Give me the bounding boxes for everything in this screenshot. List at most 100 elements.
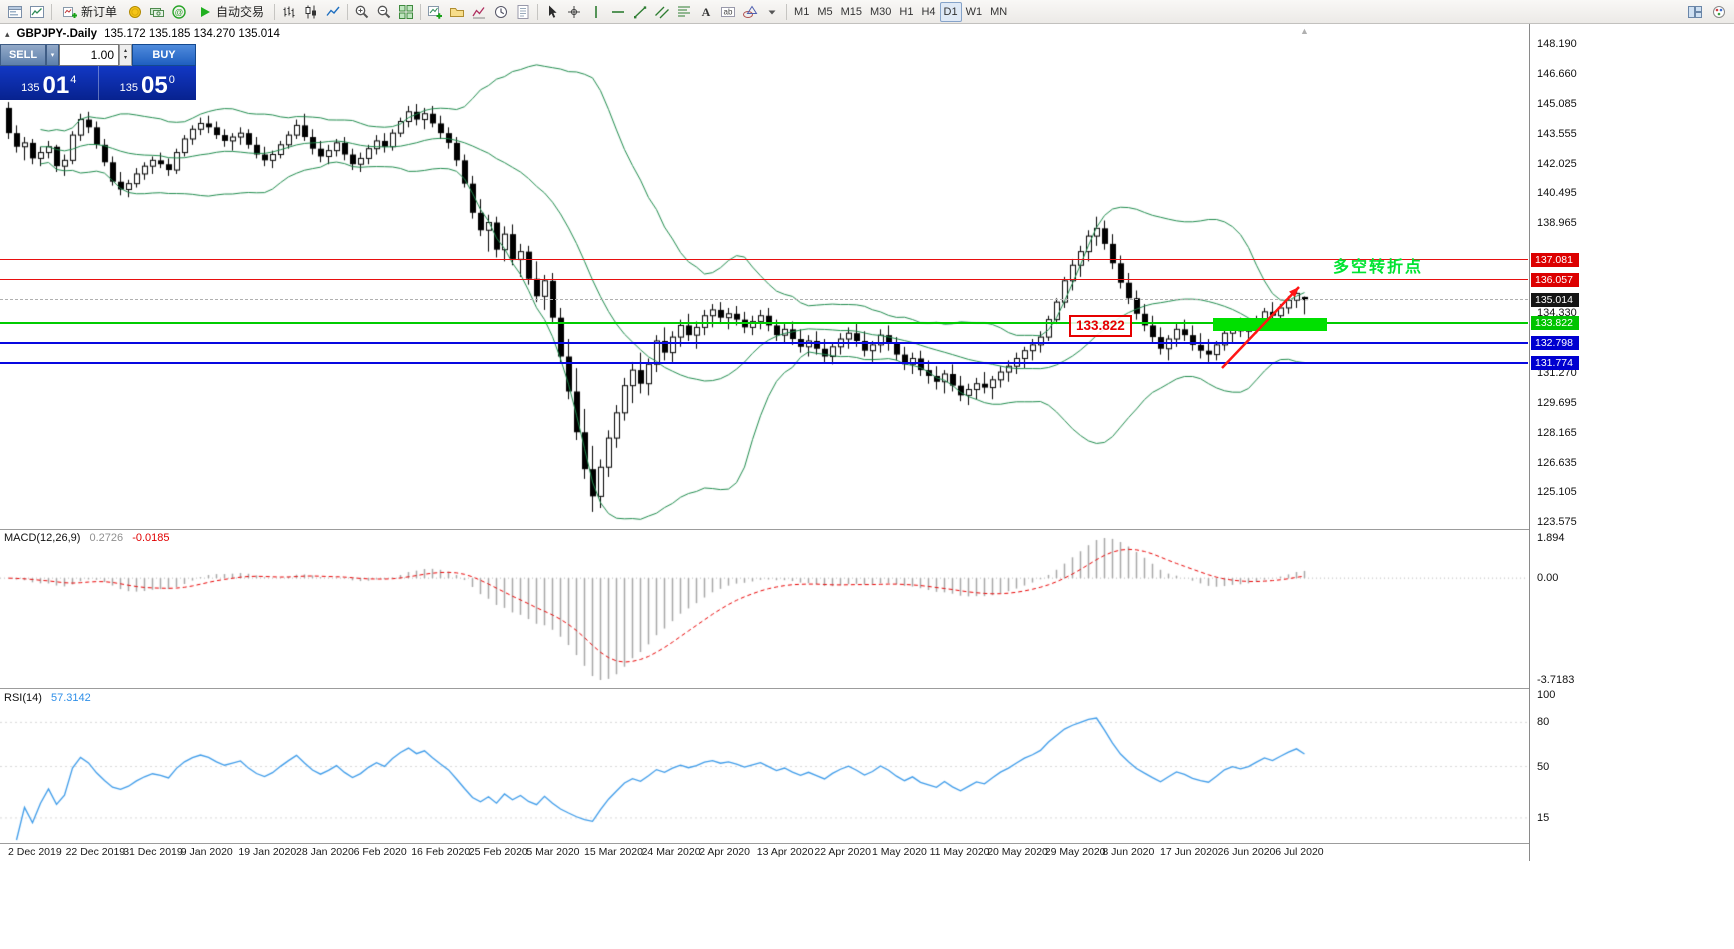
new-order-icon	[63, 6, 77, 18]
gold-icon[interactable]	[124, 2, 146, 22]
toolbar-separator	[537, 3, 539, 20]
sell-price-button[interactable]: 135 01 4	[0, 66, 99, 100]
zoom-out-icon[interactable]	[373, 2, 395, 22]
timeframe-MN-button[interactable]: MN	[990, 5, 1008, 18]
horizontal-line-132.798[interactable]	[0, 341, 1528, 344]
one-click-trading-toggle[interactable]: ▴	[5, 28, 10, 39]
horizontal-line-icon[interactable]	[607, 2, 629, 22]
sell-button[interactable]: SELL	[0, 44, 46, 66]
timeframe-M1-button[interactable]: M1	[794, 5, 810, 18]
autotrade-icon	[201, 6, 211, 17]
annotation-note[interactable]: 多空转折点	[1333, 259, 1424, 276]
new-chart-icon[interactable]	[424, 2, 446, 22]
timeframe-H1-button[interactable]: H1	[899, 5, 914, 18]
price-tick-label: 126.635	[1537, 456, 1577, 469]
panel-separator	[0, 529, 1578, 530]
buy-price-big: 05	[141, 72, 168, 99]
autotrade-button[interactable]: 自动交易	[190, 2, 271, 22]
ohlc-values: 135.172 135.185 134.270 135.014	[104, 28, 280, 40]
vertical-line-icon[interactable]	[585, 2, 607, 22]
timeframe-D1-button[interactable]: D1	[939, 1, 962, 22]
bar-chart-icon[interactable]	[278, 2, 300, 22]
price-chart-canvas[interactable]	[0, 24, 1528, 529]
label-icon[interactable]: ab	[717, 2, 739, 22]
date-tick-label: 22 Apr 2020	[814, 846, 872, 858]
templates-icon	[517, 4, 529, 19]
terminal-window-icon[interactable]	[4, 2, 26, 22]
macd-axis-label: 0.00	[1537, 572, 1559, 585]
horizontal-line-133.822[interactable]	[0, 322, 1528, 325]
macd-name: MACD(12,26,9)	[4, 532, 81, 544]
toolbar-separator	[274, 3, 276, 20]
price-tick-label: 143.555	[1537, 128, 1577, 141]
community-icon[interactable]: @	[168, 2, 190, 22]
window-layout-icon[interactable]	[1684, 2, 1706, 22]
shapes-icon[interactable]	[739, 2, 761, 22]
buy-price-button[interactable]: 135 05 0	[99, 66, 197, 100]
horizontal-line-137.081[interactable]	[0, 259, 1528, 261]
price-tick-label: 128.165	[1537, 426, 1577, 439]
cursor-icon[interactable]	[541, 2, 563, 22]
buy-button[interactable]: BUY	[132, 44, 196, 66]
timeframe-W1-button[interactable]: W1	[965, 5, 983, 18]
horizontal-line-131.774[interactable]	[0, 361, 1528, 364]
caret-down-icon[interactable]	[761, 2, 783, 22]
date-tick-label: 9 Jan 2020	[180, 846, 233, 858]
trade-panel-controls: SELL ▾ ▴ ▾ BUY	[0, 44, 196, 66]
tile-windows-icon[interactable]	[395, 2, 417, 22]
volume-input[interactable]	[59, 44, 119, 66]
chart-shift-marker[interactable]: ▲	[1300, 26, 1309, 36]
rsi-axis-label: 100	[1537, 689, 1556, 701]
horizontal-line-136.057[interactable]	[0, 279, 1528, 281]
channel-icon[interactable]	[651, 2, 673, 22]
candlestick-chart-icon[interactable]	[300, 2, 322, 22]
periods-icon	[495, 5, 508, 18]
timeframe-H4-button[interactable]: H4	[921, 5, 936, 18]
trendline-icon[interactable]	[629, 2, 651, 22]
text-icon[interactable]: A	[695, 2, 717, 22]
date-tick-label: 17 Jun 2020	[1160, 846, 1218, 858]
volume-spinner[interactable]: ▴ ▾	[119, 44, 132, 66]
fibonacci-icon[interactable]	[673, 2, 695, 22]
date-axis[interactable]: 2 Dec 2019 22 Dec 2019 31 Dec 2019 9 Jan 20…	[0, 844, 1528, 860]
templates-icon[interactable]	[512, 2, 534, 22]
spinner-up-icon[interactable]: ▴	[123, 48, 127, 54]
line-chart-icon[interactable]	[322, 2, 344, 22]
crosshair-icon[interactable]	[563, 2, 585, 22]
timeframe-M5-button[interactable]: M5	[817, 5, 833, 18]
spinner-down-icon[interactable]: ▾	[123, 55, 127, 61]
date-tick-label: 15 Mar 2020	[584, 846, 643, 858]
rsi-canvas[interactable]	[0, 690, 1528, 843]
timeframe-M30-button[interactable]: M30	[870, 5, 892, 18]
funds-icon[interactable]	[146, 2, 168, 22]
chart-workspace: ▴ GBPJPY-.Daily 135.172 135.185 134.270 …	[0, 24, 1734, 949]
line-chart-icon	[326, 6, 340, 16]
price-annotation-label[interactable]: 133.822	[1069, 315, 1132, 337]
new-order-button[interactable]: 新订单	[55, 2, 124, 22]
label-icon: ab	[721, 6, 736, 17]
periods-icon[interactable]	[490, 2, 512, 22]
indicators-icon[interactable]	[468, 2, 490, 22]
bar-chart-icon	[283, 6, 295, 17]
shapes-icon	[743, 5, 758, 18]
timeframe-M15-button[interactable]: M15	[840, 5, 862, 18]
price-tick-label: 140.495	[1537, 187, 1577, 200]
profiles-icon[interactable]	[446, 2, 468, 22]
svg-text:A: A	[702, 5, 711, 19]
volume-dropdown-caret[interactable]: ▾	[46, 44, 59, 66]
macd-canvas[interactable]	[0, 530, 1528, 688]
panel-separator	[0, 843, 1578, 844]
charts-window-icon[interactable]	[26, 2, 48, 22]
new-chart-icon	[428, 5, 443, 19]
window-layout-icon	[1688, 5, 1702, 18]
price-axis[interactable]: 148.190 146.660 145.085 143.555 142.025 140.4…	[1529, 24, 1734, 861]
highlight-zone[interactable]	[1213, 318, 1327, 332]
rsi-label: RSI(14) 57.3142	[4, 692, 91, 704]
horizontal-line-135.014[interactable]	[0, 299, 1528, 301]
palette-icon[interactable]	[1708, 2, 1730, 22]
gold-icon	[129, 5, 142, 18]
zoom-in-icon[interactable]	[351, 2, 373, 22]
indicators-icon	[472, 6, 486, 18]
crosshair-icon	[568, 5, 581, 18]
price-tick-label: 142.025	[1537, 157, 1577, 170]
